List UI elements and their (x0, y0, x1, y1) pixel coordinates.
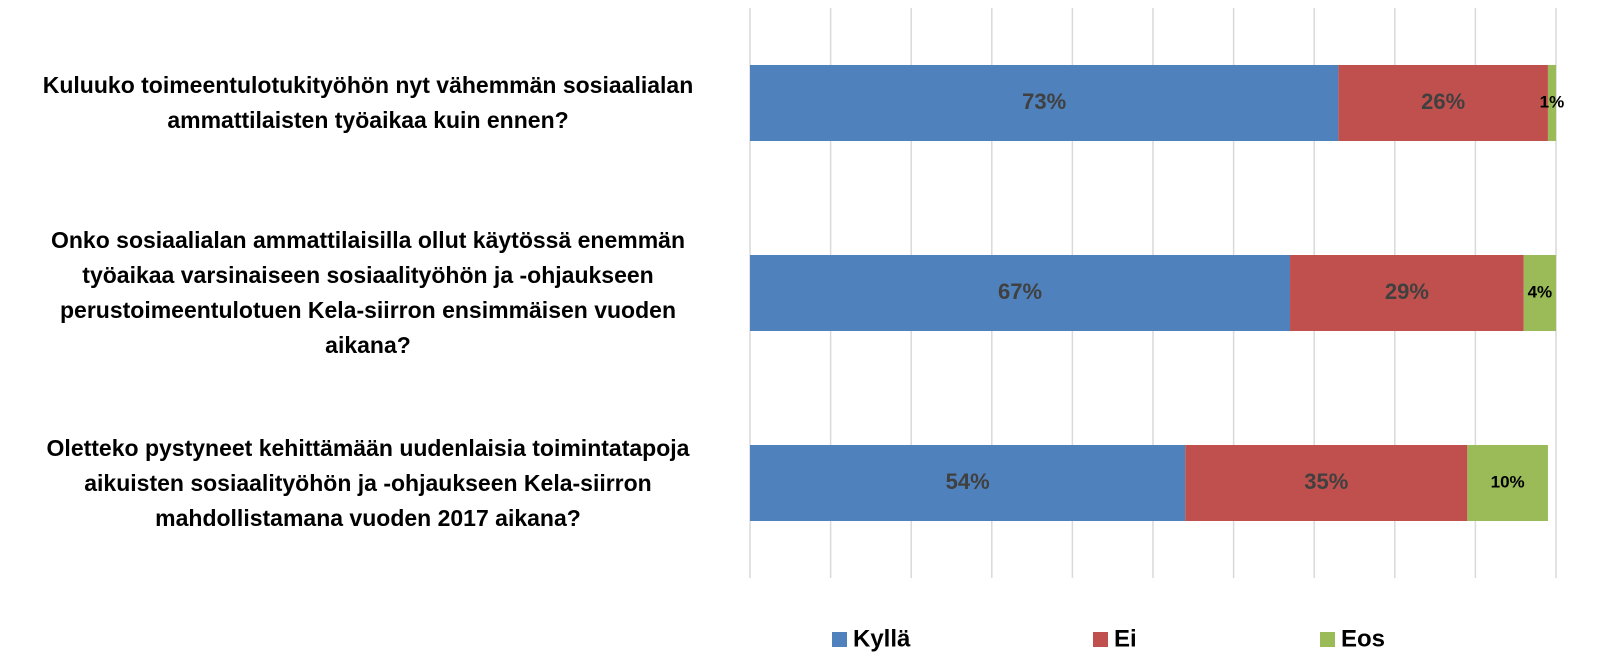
category-label: Onko sosiaalialan ammattilaisilla ollut … (50, 227, 686, 358)
bar-segment (1290, 255, 1524, 331)
bar-segment (1547, 65, 1556, 141)
legend-label: Ei (1114, 625, 1137, 652)
bar-segment (1185, 445, 1468, 521)
legend-label: Eos (1341, 625, 1385, 652)
legend-swatch (832, 632, 847, 647)
data-label: 26% (1421, 89, 1465, 114)
bar-segment (1467, 445, 1548, 521)
data-label: 4% (1528, 282, 1553, 301)
legend-swatch (1093, 632, 1108, 647)
data-label: 29% (1385, 279, 1429, 304)
bar-segment (1523, 255, 1556, 331)
data-label: 67% (998, 279, 1042, 304)
data-label: 1% (1540, 92, 1565, 111)
bar-segment (750, 445, 1186, 521)
category-label: Kuluuko toimeentulotukityöhön nyt vähemm… (42, 72, 694, 133)
data-label: 35% (1304, 469, 1348, 494)
bar-segment (750, 255, 1291, 331)
legend-swatch (1320, 632, 1335, 647)
data-label: 10% (1491, 472, 1525, 491)
data-label: 54% (946, 469, 990, 494)
category-label: Oletteko pystyneet kehittämään uudenlais… (46, 434, 690, 531)
bar-segment (750, 65, 1339, 141)
legend-label: Kyllä (853, 625, 911, 652)
bar-segment (1338, 65, 1548, 141)
data-label: 73% (1022, 89, 1066, 114)
